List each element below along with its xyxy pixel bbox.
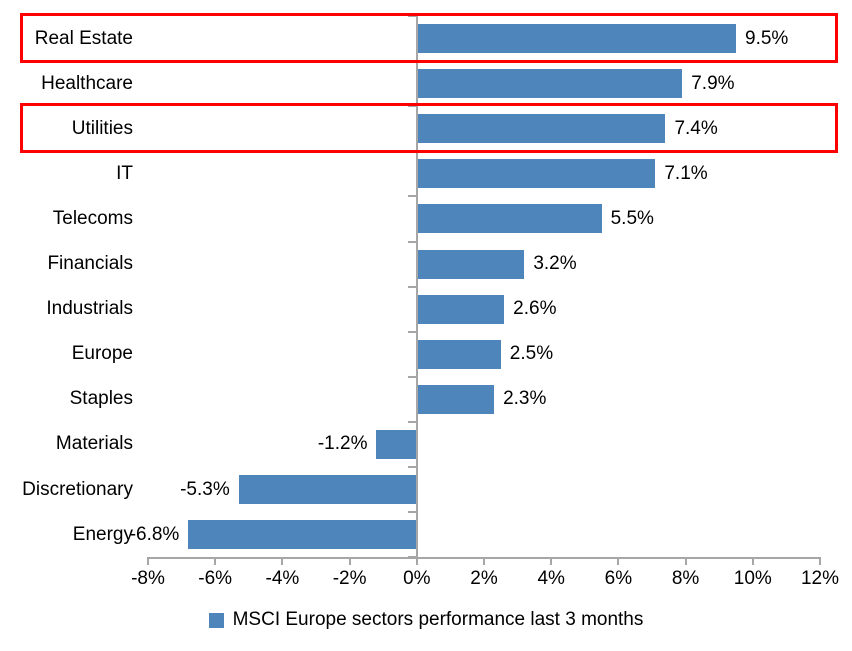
- category-label: Europe: [71, 343, 133, 365]
- category-label: Telecoms: [52, 207, 133, 229]
- value-label: 7.1%: [664, 162, 708, 184]
- bar: [416, 249, 525, 279]
- value-label: 3.2%: [533, 253, 577, 275]
- value-label: 2.3%: [503, 388, 547, 410]
- category-label: Staples: [69, 388, 133, 410]
- x-tick: [617, 557, 620, 566]
- bar: [416, 159, 656, 189]
- highlight-box: [20, 13, 838, 63]
- bar: [416, 339, 501, 369]
- bar: [376, 429, 417, 459]
- category-label: IT: [116, 162, 133, 184]
- category-tick: [407, 511, 416, 514]
- category-label: Healthcare: [41, 72, 133, 94]
- category-label: Financials: [47, 253, 133, 275]
- bar: [416, 204, 602, 234]
- x-tick-label: 0%: [403, 568, 431, 590]
- category-tick: [407, 466, 416, 468]
- value-label: -1.2%: [317, 433, 368, 455]
- bar: [416, 384, 495, 414]
- x-tick: [147, 557, 149, 566]
- bar: [416, 69, 683, 99]
- bar: [238, 475, 417, 505]
- category-label: Energy: [72, 523, 133, 545]
- legend: MSCI Europe sectors performance last 3 m…: [0, 606, 852, 634]
- x-tick-label: 10%: [733, 568, 772, 590]
- category-tick: [407, 105, 416, 108]
- legend-swatch: [208, 612, 224, 628]
- category-label: Discretionary: [22, 478, 133, 500]
- x-tick-label: 2%: [470, 568, 498, 590]
- x-tick-label: 4%: [537, 568, 565, 590]
- bar: [416, 114, 666, 144]
- y-axis: [415, 16, 418, 566]
- value-label: 2.5%: [509, 343, 554, 365]
- value-label: 9.5%: [745, 27, 789, 49]
- category-label: Materials: [55, 433, 133, 455]
- category-tick: [407, 285, 416, 288]
- x-tick: [819, 557, 821, 566]
- x-tick: [751, 557, 754, 566]
- bar: [416, 294, 505, 324]
- category-tick: [407, 15, 416, 17]
- value-label: 7.4%: [674, 117, 718, 139]
- highlight-box: [20, 103, 838, 153]
- x-tick-label: 12%: [800, 568, 840, 590]
- x-tick: [281, 557, 284, 566]
- category-label: Utilities: [71, 117, 133, 139]
- value-label: -5.3%: [180, 478, 230, 500]
- x-tick: [550, 557, 553, 566]
- bar: [416, 24, 736, 54]
- category-tick: [407, 330, 416, 333]
- x-tick-label: -8%: [131, 568, 165, 590]
- category-tick: [407, 420, 416, 423]
- x-tick: [483, 557, 485, 566]
- category-tick: [407, 240, 416, 243]
- x-tick: [348, 557, 351, 566]
- value-label: 2.6%: [513, 298, 557, 320]
- legend-label: MSCI Europe sectors performance last 3 m…: [232, 609, 644, 630]
- x-tick: [684, 557, 687, 566]
- category-label: Industrials: [46, 298, 133, 320]
- bar: [188, 520, 417, 550]
- category-tick: [407, 195, 416, 198]
- x-tick-label: 8%: [671, 568, 700, 590]
- x-tick-label: -4%: [265, 568, 300, 590]
- value-label: -6.8%: [129, 523, 180, 545]
- x-tick-label: -2%: [332, 568, 367, 590]
- x-tick-label: -6%: [198, 568, 233, 590]
- x-tick: [214, 557, 217, 566]
- value-label: 7.9%: [691, 72, 735, 94]
- value-label: 5.5%: [610, 207, 654, 229]
- category-tick: [407, 375, 416, 378]
- category-tick: [407, 556, 416, 559]
- x-tick-label: 6%: [604, 568, 633, 590]
- category-label: Real Estate: [34, 27, 133, 49]
